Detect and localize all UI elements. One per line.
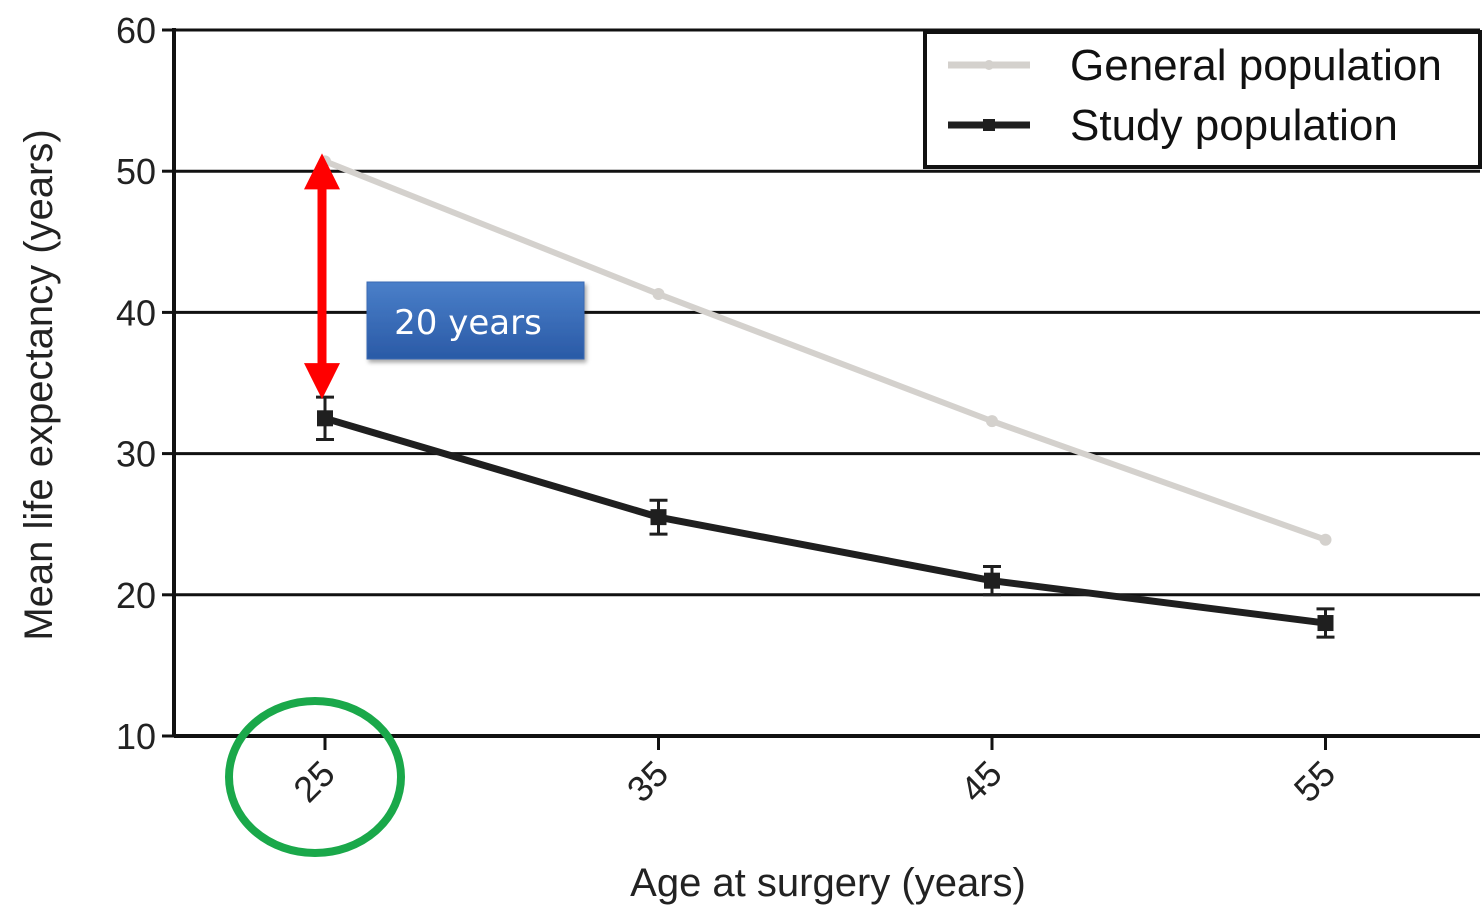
point-general-population-55: [1320, 534, 1332, 546]
point-general-population-35: [653, 288, 665, 300]
plot-series: [316, 155, 1335, 637]
x-tick-label-55: 55: [1286, 753, 1343, 810]
y-tick-label-50: 50: [116, 151, 156, 192]
y-tick-label-10: 10: [116, 716, 156, 757]
point-general-population-45: [986, 415, 998, 427]
x-tick-label-25: 25: [285, 753, 342, 810]
legend-label-general: General population: [1070, 41, 1442, 90]
legend-label-study: Study population: [1070, 101, 1398, 150]
point-study-population-45: [984, 573, 1000, 589]
y-tick-label-20: 20: [116, 575, 156, 616]
point-study-population-35: [651, 509, 667, 525]
point-study-population-25: [317, 410, 333, 426]
x-tick-label-45: 45: [952, 753, 1009, 810]
annotations: 20 years: [229, 153, 584, 853]
y-tick-label-60: 60: [116, 10, 156, 51]
gap-callout-label: 20 years: [394, 303, 542, 343]
y-axis-title: Mean life expectancy (years): [17, 129, 61, 640]
y-tick-label-40: 40: [116, 292, 156, 333]
y-tick-label-30: 30: [116, 434, 156, 475]
series-line-study-population: [325, 418, 1326, 623]
point-study-population-55: [1318, 615, 1334, 631]
x-tick-label-35: 35: [619, 753, 676, 810]
gap-arrow-head-bottom: [304, 363, 340, 399]
legend-marker-general: [984, 60, 994, 70]
legend: General population Study population: [925, 32, 1480, 167]
legend-marker-study: [983, 119, 995, 131]
x-axis-title: Age at surgery (years): [630, 861, 1026, 905]
